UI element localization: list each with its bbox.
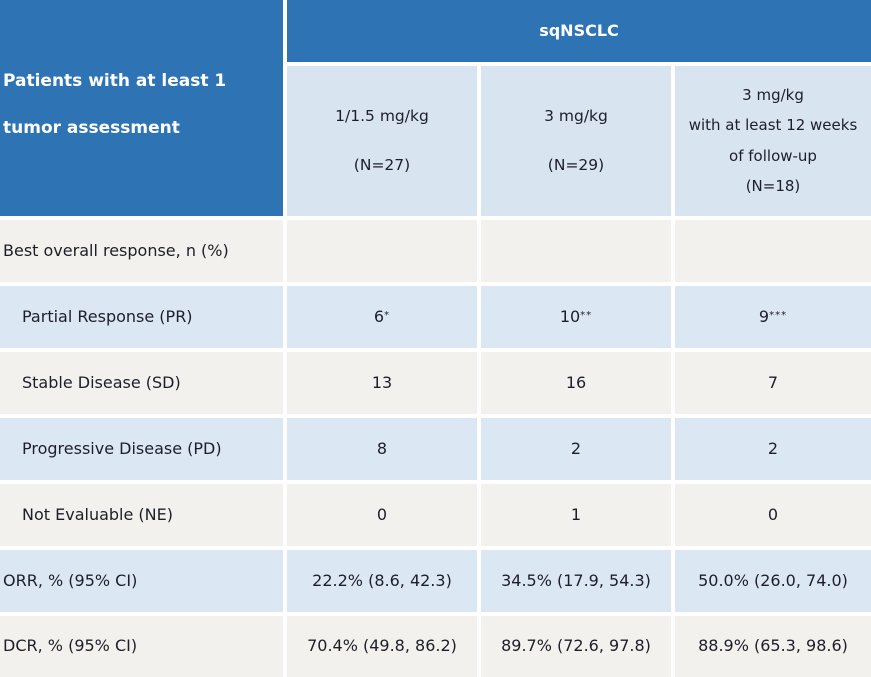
column-header-dose-1: 1/1.5 mg/kg (N=27) <box>287 66 477 216</box>
column-header-text: of follow-up <box>729 146 817 165</box>
table-cell: 10 ** <box>481 286 671 348</box>
column-header-text: 3 mg/kg <box>742 86 804 104</box>
table-cell: 16 <box>481 352 671 414</box>
row-label-best-overall-response: Best overall response, n (%) <box>0 220 283 282</box>
table-cell: 2 <box>481 418 671 480</box>
table-cell: 0 <box>287 484 477 546</box>
table-cell: 89.7% (72.6, 97.8) <box>481 616 671 677</box>
row-label-dcr: DCR, % (95% CI) <box>0 616 283 677</box>
table-cell: 9 *** <box>675 286 871 348</box>
table-cell: 2 <box>675 418 871 480</box>
row-label-partial-response: Partial Response (PR) <box>0 286 283 348</box>
table-cell: 50.0% (26.0, 74.0) <box>675 550 871 612</box>
row-label-orr: ORR, % (95% CI) <box>0 550 283 612</box>
table-cell: 88.9% (65.3, 98.6) <box>675 616 871 677</box>
column-header-n: (N=27) <box>353 155 411 174</box>
table-cell: 22.2% (8.6, 42.3) <box>287 550 477 612</box>
table-cell <box>287 220 477 282</box>
column-header-n: (N=29) <box>547 155 605 174</box>
table-cell: 70.4% (49.8, 86.2) <box>287 616 477 677</box>
row-label-progressive-disease: Progressive Disease (PD) <box>0 418 283 480</box>
table-cell: 7 <box>675 352 871 414</box>
column-header-dose-2: 3 mg/kg (N=29) <box>481 66 671 216</box>
row-label-not-evaluable: Not Evaluable (NE) <box>0 484 283 546</box>
corner-header: Patients with at least 1 tumor assessmen… <box>0 0 283 216</box>
column-header-n: (N=18) <box>745 176 801 195</box>
column-header-dose-3: 3 mg/kg with at least 12 weeks of follow… <box>675 66 871 216</box>
table-cell: 1 <box>481 484 671 546</box>
column-header-text: 1/1.5 mg/kg <box>335 106 429 125</box>
group-header-sqnsclc: sqNSCLC <box>287 0 871 62</box>
table-cell: 8 <box>287 418 477 480</box>
table-cell <box>675 220 871 282</box>
table-cell: 13 <box>287 352 477 414</box>
corner-header-line1: Patients with at least 1 <box>3 71 227 91</box>
corner-header-line2: tumor assessment <box>3 117 180 138</box>
table-cell: 34.5% (17.9, 54.3) <box>481 550 671 612</box>
row-label-stable-disease: Stable Disease (SD) <box>0 352 283 414</box>
table-cell <box>481 220 671 282</box>
column-header-text: 3 mg/kg <box>544 106 608 125</box>
table-cell: 0 <box>675 484 871 546</box>
column-header-text: with at least 12 weeks <box>688 116 858 135</box>
table-cell: 6 * <box>287 286 477 348</box>
